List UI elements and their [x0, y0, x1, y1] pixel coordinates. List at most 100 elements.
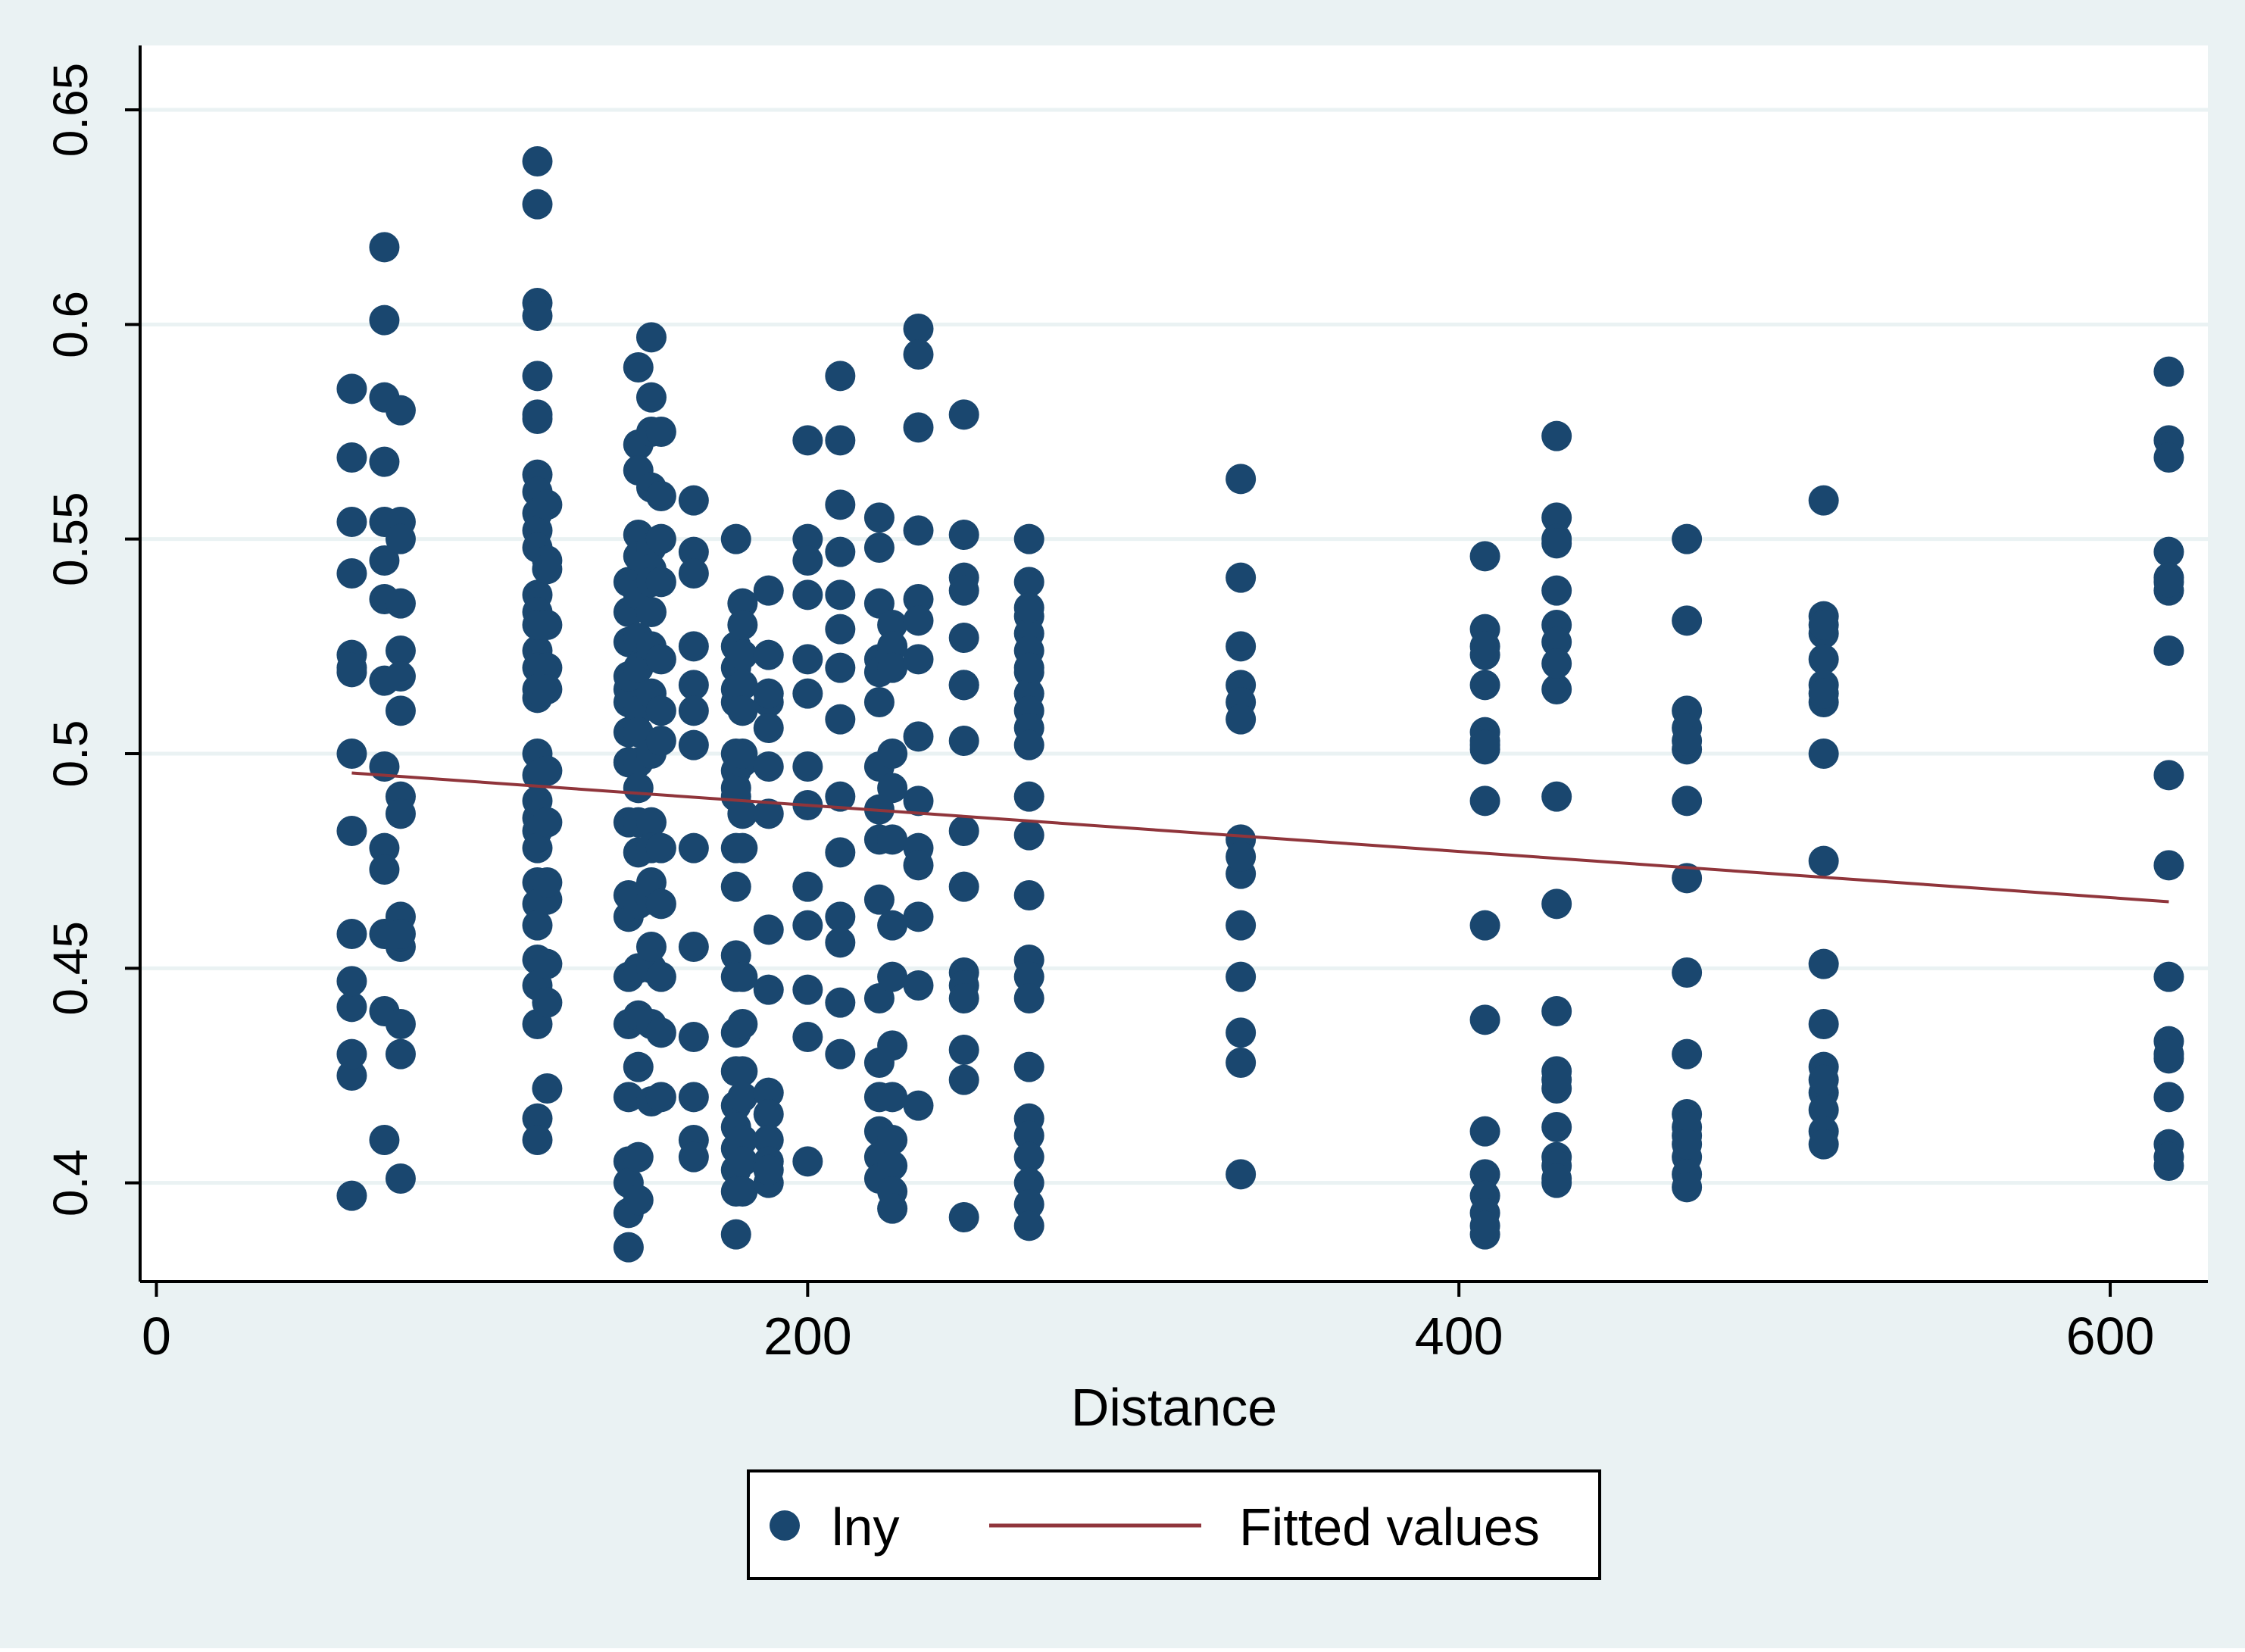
data-point: [1808, 485, 1839, 516]
data-point: [1469, 1159, 1500, 1190]
data-point: [792, 678, 823, 709]
data-point: [825, 425, 856, 456]
data-point: [1469, 1004, 1500, 1035]
data-point: [532, 554, 563, 585]
data-point: [877, 610, 908, 640]
points-layer: [336, 146, 2184, 1263]
data-point: [825, 837, 856, 868]
data-point: [1808, 739, 1839, 769]
data-point: [336, 442, 367, 473]
data-point: [753, 1154, 784, 1185]
data-point: [825, 1038, 856, 1070]
data-point: [645, 695, 676, 726]
data-point: [1672, 863, 1703, 894]
data-point: [1013, 1210, 1044, 1241]
data-point: [863, 532, 895, 563]
data-point: [727, 961, 758, 992]
data-point: [385, 588, 416, 619]
data-point: [948, 816, 979, 846]
data-point: [1541, 674, 1572, 704]
data-point: [336, 652, 367, 683]
data-point: [1013, 652, 1044, 683]
data-point: [825, 579, 856, 611]
data-point: [1672, 785, 1703, 817]
data-point: [2153, 1141, 2184, 1173]
data-point: [336, 1060, 367, 1091]
data-point: [753, 575, 784, 606]
data-point: [2153, 760, 2184, 791]
x-tick-label: 400: [1415, 1307, 1503, 1366]
x-tick-label: 200: [763, 1307, 852, 1366]
data-point: [623, 1185, 654, 1216]
data-point: [877, 1125, 908, 1155]
data-point: [385, 395, 416, 426]
data-point: [2153, 356, 2184, 387]
y-tick-label: 0.4: [43, 1149, 98, 1216]
data-point: [336, 507, 367, 537]
data-point: [532, 948, 563, 979]
data-point: [863, 884, 895, 915]
data-point: [532, 674, 563, 704]
data-point: [623, 773, 654, 804]
data-point: [645, 417, 676, 447]
plot-area: [140, 45, 2208, 1282]
data-point: [1469, 729, 1500, 760]
data-point: [2153, 567, 2184, 598]
data-point: [336, 816, 367, 846]
data-point: [385, 523, 416, 554]
data-point: [727, 639, 758, 670]
data-point: [863, 502, 895, 533]
data-point: [863, 687, 895, 717]
data-point: [903, 1090, 934, 1121]
data-point: [532, 1073, 563, 1104]
data-point: [645, 481, 676, 511]
data-point: [948, 983, 979, 1013]
data-point: [877, 961, 908, 992]
data-point: [1226, 1159, 1257, 1190]
data-point: [792, 871, 823, 902]
xtick-layer: 0 200 400 600: [142, 1282, 2154, 1366]
data-point: [369, 832, 400, 863]
data-point: [727, 832, 758, 863]
data-point: [645, 961, 676, 992]
data-point: [1013, 1051, 1044, 1082]
data-point: [825, 361, 856, 392]
data-point: [903, 605, 934, 636]
data-point: [727, 1009, 758, 1039]
data-point: [532, 987, 563, 1018]
data-point: [1013, 567, 1044, 598]
data-point: [948, 1202, 979, 1232]
data-point: [948, 871, 979, 902]
data-point: [1226, 464, 1257, 495]
data-point: [825, 489, 856, 520]
fitted-line: [351, 771, 2169, 904]
legend-label-lny: lny: [832, 1497, 899, 1557]
data-point: [948, 399, 979, 430]
data-point: [792, 545, 823, 576]
data-point: [336, 919, 367, 949]
data-point: [1808, 1009, 1839, 1039]
data-point: [623, 352, 654, 383]
data-point: [948, 575, 979, 606]
data-point: [753, 751, 784, 782]
data-point: [727, 1056, 758, 1087]
data-point: [825, 781, 856, 812]
axis-layer: [139, 45, 2208, 1283]
data-point: [1013, 781, 1044, 812]
data-point: [645, 888, 676, 920]
data-point: [336, 373, 367, 404]
data-point: [727, 1082, 758, 1113]
data-point: [1541, 575, 1572, 606]
data-point: [1226, 910, 1257, 941]
data-point: [753, 914, 784, 945]
data-point: [1808, 845, 1839, 876]
data-point: [903, 721, 934, 752]
y-tick-label: 0.55: [43, 492, 98, 586]
data-point: [903, 850, 934, 881]
data-point: [623, 1141, 654, 1173]
data-point: [825, 901, 856, 932]
data-point: [1226, 842, 1257, 872]
data-point: [948, 1064, 979, 1095]
data-point: [1672, 605, 1703, 636]
